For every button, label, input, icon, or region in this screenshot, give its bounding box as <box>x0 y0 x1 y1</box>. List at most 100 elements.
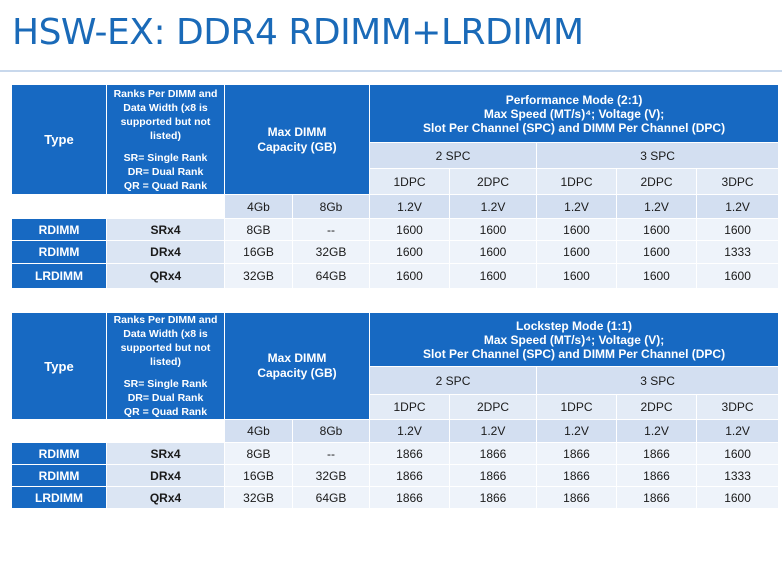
capacity-cell: 64GB <box>291 263 371 289</box>
dpc-header: 1DPC <box>536 394 618 420</box>
capacity-cell: -- <box>291 218 371 241</box>
ranks-header: Ranks Per DIMM and Data Width (x8 is sup… <box>106 84 225 195</box>
speed-cell: 1866 <box>369 486 451 509</box>
speed-cell: 1600 <box>369 240 451 264</box>
blank-cell <box>106 194 225 219</box>
dimm-type: LRDIMM <box>11 263 107 289</box>
dpc-header: 1DPC <box>369 168 451 195</box>
speed-cell: 1600 <box>369 218 451 241</box>
density-header: 8Gb <box>291 419 371 443</box>
dpc-header: 2DPC <box>616 168 698 195</box>
blank-cell <box>11 194 107 219</box>
dpc-header: 2DPC <box>616 394 698 420</box>
performance-mode-table: Type Ranks Per DIMM and Data Width (x8 i… <box>11 84 780 289</box>
voltage-cell: 1.2V <box>696 419 780 443</box>
voltage-cell: 1.2V <box>449 194 538 219</box>
density-header: 4Gb <box>224 419 293 443</box>
speed-cell: 1600 <box>696 218 780 241</box>
dimm-type: RDIMM <box>11 464 107 487</box>
speed-cell: 1866 <box>616 464 698 487</box>
speed-cell: 1600 <box>449 240 538 264</box>
capacity-cell: 32GB <box>291 464 371 487</box>
speed-cell: 1866 <box>369 464 451 487</box>
capacity-cell: 8GB <box>224 218 293 241</box>
dpc-header: 1DPC <box>369 394 451 420</box>
dpc-header: 2DPC <box>449 394 538 420</box>
speed-cell: 1600 <box>369 263 451 289</box>
speed-cell: 1600 <box>616 218 698 241</box>
table-row: RDIMM SRx4 8GB -- 1866 1866 1866 1866 16… <box>11 442 780 465</box>
speed-cell: 1866 <box>449 486 538 509</box>
speed-cell: 1866 <box>449 464 538 487</box>
capacity-cell: 64GB <box>291 486 371 509</box>
voltage-cell: 1.2V <box>536 419 618 443</box>
type-header: Type <box>11 312 107 420</box>
speed-cell: 1600 <box>616 240 698 264</box>
speed-cell: 1333 <box>696 240 780 264</box>
table-row: LRDIMM QRx4 32GB 64GB 1866 1866 1866 186… <box>11 486 780 509</box>
speed-cell: 1600 <box>616 263 698 289</box>
dimm-type: LRDIMM <box>11 486 107 509</box>
capacity-cell: 32GB <box>224 263 293 289</box>
dpc-header: 3DPC <box>696 394 780 420</box>
capacity-cell: 32GB <box>291 240 371 264</box>
capacity-cell: 16GB <box>224 240 293 264</box>
lockstep-mode-table: Type Ranks Per DIMM and Data Width (x8 i… <box>11 311 780 509</box>
mode-header: Lockstep Mode (1:1) Max Speed (MT/s)⁴; V… <box>369 311 780 368</box>
speed-cell: 1866 <box>616 442 698 465</box>
capacity-cell: 32GB <box>224 486 293 509</box>
voltage-cell: 1.2V <box>616 194 698 219</box>
dimm-type: RDIMM <box>11 240 107 264</box>
max-dimm-capacity-header: Max DIMM Capacity (GB) <box>223 312 371 420</box>
speed-cell: 1600 <box>696 442 780 465</box>
capacity-cell: 8GB <box>224 442 293 465</box>
rank-value: SRx4 <box>106 218 225 241</box>
dpc-header: 1DPC <box>536 168 618 195</box>
mode-header: Performance Mode (2:1) Max Speed (MT/s)⁴… <box>369 84 780 143</box>
capacity-cell: -- <box>291 442 371 465</box>
speed-cell: 1600 <box>536 218 618 241</box>
speed-cell: 1600 <box>449 218 538 241</box>
speed-cell: 1600 <box>696 263 780 289</box>
speed-cell: 1866 <box>536 486 618 509</box>
table-row: LRDIMM QRx4 32GB 64GB 1600 1600 1600 160… <box>11 263 780 289</box>
voltage-cell: 1.2V <box>536 194 618 219</box>
spc-header: 2 SPC <box>369 142 538 169</box>
dimm-type: RDIMM <box>11 442 107 465</box>
speed-cell: 1866 <box>536 442 618 465</box>
speed-cell: 1866 <box>449 442 538 465</box>
voltage-cell: 1.2V <box>696 194 780 219</box>
speed-cell: 1866 <box>536 464 618 487</box>
speed-cell: 1866 <box>616 486 698 509</box>
capacity-cell: 16GB <box>224 464 293 487</box>
type-header: Type <box>11 84 107 195</box>
table-row: RDIMM DRx4 16GB 32GB 1600 1600 1600 1600… <box>11 240 780 264</box>
rank-value: SRx4 <box>106 442 225 465</box>
rank-value: QRx4 <box>106 486 225 509</box>
dpc-header: 3DPC <box>696 168 780 195</box>
rank-value: QRx4 <box>106 263 225 289</box>
blank-cell <box>11 419 107 443</box>
voltage-cell: 1.2V <box>369 419 451 443</box>
density-header: 4Gb <box>224 194 293 219</box>
dimm-type: RDIMM <box>11 218 107 241</box>
rank-value: DRx4 <box>106 464 225 487</box>
speed-cell: 1333 <box>696 464 780 487</box>
blank-cell <box>106 419 225 443</box>
density-header: 8Gb <box>291 194 371 219</box>
max-dimm-capacity-header: Max DIMM Capacity (GB) <box>223 84 371 195</box>
speed-cell: 1600 <box>536 240 618 264</box>
table-row: RDIMM SRx4 8GB -- 1600 1600 1600 1600 16… <box>11 218 780 241</box>
voltage-cell: 1.2V <box>369 194 451 219</box>
spc-header: 3 SPC <box>536 142 780 169</box>
speed-cell: 1600 <box>449 263 538 289</box>
voltage-cell: 1.2V <box>449 419 538 443</box>
dpc-header: 2DPC <box>449 168 538 195</box>
speed-cell: 1600 <box>536 263 618 289</box>
title-divider <box>0 70 782 72</box>
voltage-cell: 1.2V <box>616 419 698 443</box>
table-row: RDIMM DRx4 16GB 32GB 1866 1866 1866 1866… <box>11 464 780 487</box>
speed-cell: 1866 <box>369 442 451 465</box>
spc-header: 2 SPC <box>369 366 538 396</box>
rank-value: DRx4 <box>106 240 225 264</box>
